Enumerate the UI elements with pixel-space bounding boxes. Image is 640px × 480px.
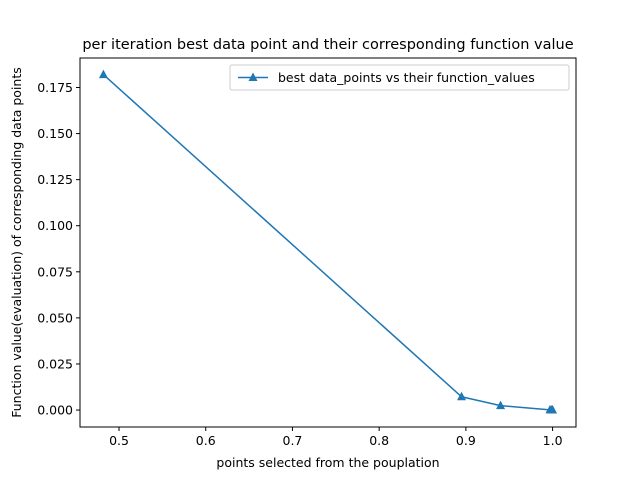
- data-point-marker: [457, 391, 467, 401]
- y-tick-label: 0.000: [37, 403, 73, 418]
- y-axis-label: Function value(evaluation) of correspond…: [9, 67, 24, 418]
- legend: best data_points vs their function_value…: [229, 64, 570, 91]
- x-tick-label: 0.8: [369, 433, 389, 448]
- data-point-marker: [496, 400, 506, 410]
- legend-box: [229, 64, 570, 91]
- y-tick-label: 0.050: [37, 310, 73, 325]
- axis-ticks: 0.5 0.6 0.7 0.8 0.9 1.0 0.000 0.025 0.050 0.075 0.…: [37, 80, 562, 448]
- y-tick-label: 0.175: [37, 80, 73, 95]
- data-point-marker: [98, 69, 108, 79]
- y-tick-label: 0.125: [37, 172, 73, 187]
- y-tick-label: 0.075: [37, 264, 73, 279]
- legend-marker-triangle-icon: [248, 72, 258, 81]
- x-tick-label: 0.7: [283, 433, 303, 448]
- x-tick-label: 0.9: [456, 433, 476, 448]
- y-tick-label: 0.150: [37, 126, 73, 141]
- legend-entry-label: best data_points vs their function_value…: [278, 70, 535, 85]
- x-tick-label: 0.6: [196, 433, 216, 448]
- x-axis-label: points selected from the pouplation: [216, 455, 439, 470]
- y-tick-label: 0.100: [37, 218, 73, 233]
- chart-title: per iteration best data point and their …: [82, 37, 573, 53]
- x-tick-label: 0.5: [109, 433, 129, 448]
- plot-area: [98, 69, 558, 414]
- x-tick-label: 1.0: [543, 433, 563, 448]
- y-tick-label: 0.025: [37, 356, 73, 371]
- data-point-marker: [548, 405, 558, 414]
- axes-frame: [79, 57, 577, 428]
